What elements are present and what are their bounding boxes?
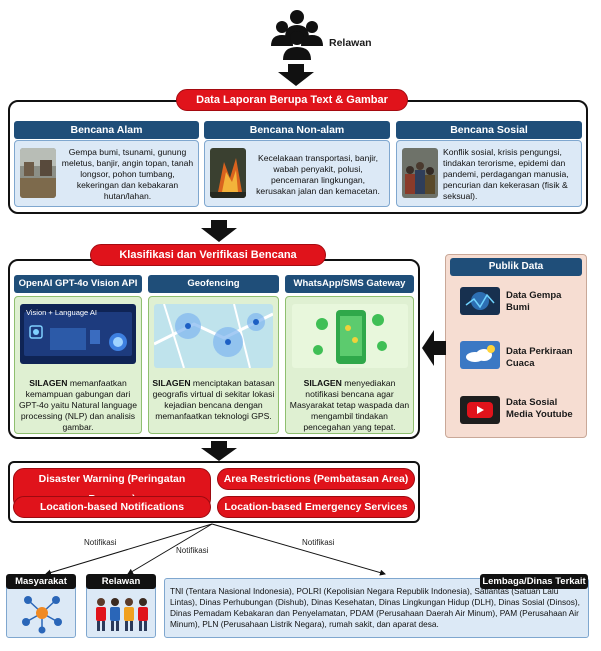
module-title: Geofencing — [148, 275, 279, 293]
notifikasi-label: Notifikasi — [176, 546, 209, 555]
module-title: WhatsApp/SMS Gateway — [285, 275, 414, 293]
relawan-label: Relawan — [329, 37, 372, 49]
notifikasi-label: Notifikasi — [302, 538, 335, 547]
module-title: OpenAI GPT-4o Vision API — [14, 275, 142, 293]
public-data-title: Publik Data — [450, 258, 582, 276]
people-group-icon — [271, 10, 323, 60]
relawan-recipient-label: Relawan — [86, 574, 156, 589]
notifikasi-label: Notifikasi — [84, 538, 117, 547]
flood-image — [20, 148, 56, 198]
ai-vision-image — [20, 304, 136, 364]
whatsapp-gateway-image — [292, 304, 408, 368]
ai-vision-image-label: Vision + Language AI — [26, 308, 97, 317]
volunteers-icon — [96, 598, 148, 631]
youtube-data-image — [460, 396, 500, 424]
notification-arrows — [45, 523, 386, 576]
arrow-down-icon — [278, 64, 314, 86]
lembaga-text: TNI (Tentara Nasional Indonesia), POLRI … — [170, 586, 580, 629]
category-text: Gempa bumi, tsunami, gunung meletus, ban… — [61, 147, 194, 201]
arrow-down-icon — [201, 220, 237, 242]
masyarakat-label: Masyarakat — [6, 574, 76, 589]
module-text: SILAGEN menciptakan batasan geografis vi… — [152, 378, 275, 421]
public-data-item: Data Perkiraan Cuaca — [506, 346, 573, 369]
crowd-image — [402, 148, 438, 198]
fire-image — [210, 148, 246, 198]
output-pill: Area Restrictions (Pembatasan Area) — [217, 468, 415, 490]
category-title: Bencana Alam — [14, 121, 199, 139]
earthquake-data-image — [460, 287, 500, 315]
output-pill: Location-based Emergency Services — [217, 496, 415, 518]
category-text: Konflik sosial, krisis pengungsi, tindak… — [443, 147, 569, 201]
module-text: SILAGEN menyediakan notifikasi bencana a… — [289, 378, 410, 432]
category-text: Kecelakaan transportasi, banjir, wabah p… — [256, 153, 380, 196]
category-title: Bencana Sosial — [396, 121, 582, 139]
category-title: Bencana Non-alam — [204, 121, 390, 139]
module-text: SILAGEN memanfaatkan kemampuan gabungan … — [19, 378, 137, 432]
output-pill: Location-based Notifications — [13, 496, 211, 518]
arrow-down-icon — [201, 441, 237, 461]
public-data-item: Data Gempa Bumi — [506, 290, 562, 313]
community-network-icon — [22, 596, 62, 634]
report-title: Data Laporan Berupa Text & Gambar — [176, 89, 408, 111]
classify-title: Klasifikasi dan Verifikasi Bencana — [90, 244, 326, 266]
weather-data-image — [460, 341, 500, 369]
geofencing-map-image — [154, 304, 273, 368]
public-data-item: Data Sosial Media Youtube — [506, 397, 573, 420]
lembaga-label: Lembaga/Dinas Terkait — [480, 574, 588, 589]
arrow-left-icon — [422, 330, 446, 366]
